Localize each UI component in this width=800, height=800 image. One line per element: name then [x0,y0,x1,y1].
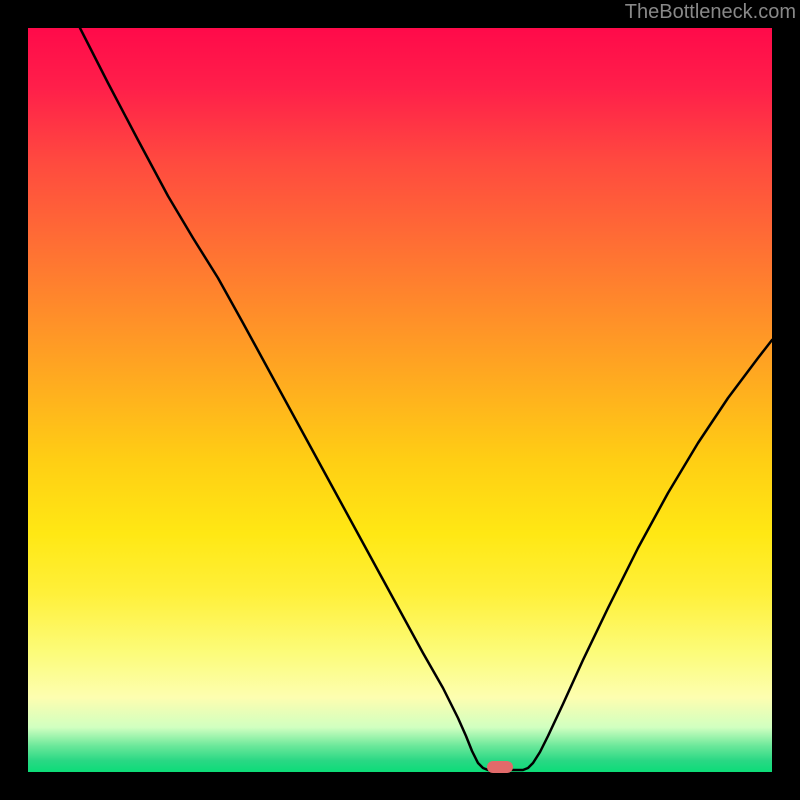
trough-marker [487,761,513,773]
bottleneck-curve [28,28,772,772]
chart-plot-area [28,28,772,772]
watermark-text: TheBottleneck.com [625,1,796,24]
